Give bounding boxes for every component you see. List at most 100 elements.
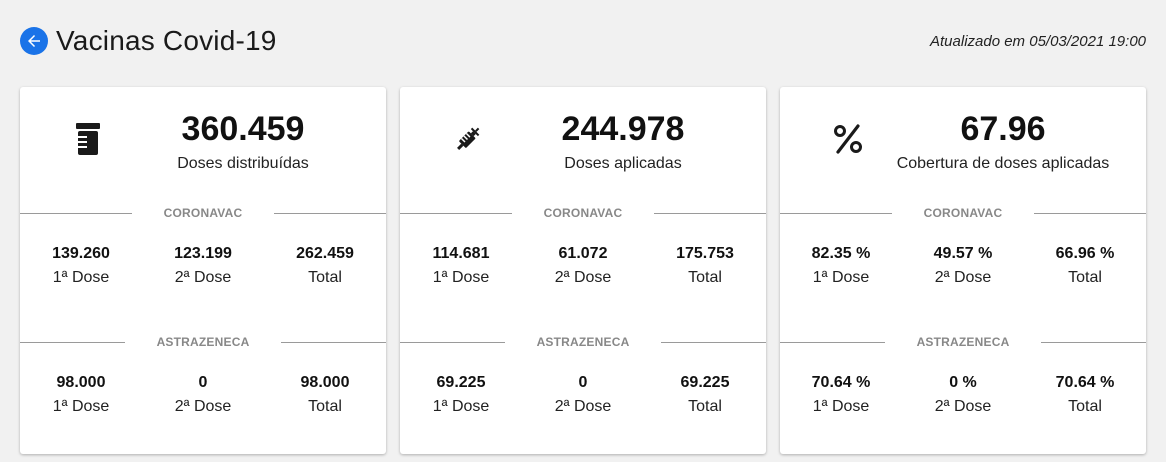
stats-row-astrazeneca: 98.000 1ª Dose 0 2ª Dose 98.000 Total [20,373,386,417]
section-title-coronavac: CORONAVAC [780,205,1146,221]
stat-total: 66.96 % Total [1024,244,1146,288]
stat-first-dose: 69.225 1ª Dose [400,373,522,417]
divider [400,212,512,214]
stat-value: 69.225 [680,374,730,391]
stat-first-dose: 82.35 % 1ª Dose [780,244,902,288]
stat-label: Total [308,269,342,286]
vial-icon [70,121,106,157]
stat-value: 69.225 [436,374,486,391]
stat-label: 1ª Dose [52,269,110,286]
stat-value: 114.681 [432,245,490,262]
stat-value: 0 [578,374,588,391]
divider [281,341,386,343]
card-value: 244.978 [561,110,685,148]
stat-second-dose: 61.072 2ª Dose [522,244,644,288]
divider [20,341,125,343]
card-value: 360.459 [181,110,305,148]
divider [20,212,132,214]
card-header: 360.459 Doses distribuídas [116,109,370,173]
divider [780,212,892,214]
divider [1034,212,1146,214]
stat-label: Total [688,269,722,286]
card-label: Doses distribuídas [177,155,309,172]
section-title-astrazeneca: ASTRAZENECA [20,334,386,350]
stat-label: Total [1068,269,1102,286]
divider [780,341,885,343]
stats-row-coronavac: 82.35 % 1ª Dose 49.57 % 2ª Dose 66.96 % … [780,244,1146,288]
stat-label: 1ª Dose [432,398,490,415]
title-group: Vacinas Covid-19 [20,25,277,57]
stat-value: 70.64 % [811,374,871,391]
stats-row-astrazeneca: 69.225 1ª Dose 0 2ª Dose 69.225 Total [400,373,766,417]
stat-second-dose: 0 2ª Dose [522,373,644,417]
stat-value: 139.260 [52,245,110,262]
card-value: 67.96 [960,110,1046,148]
section-title-coronavac: CORONAVAC [400,205,766,221]
stat-value: 49.57 % [933,245,993,262]
stat-label: Total [1068,398,1102,415]
section-title-astrazeneca: ASTRAZENECA [400,334,766,350]
stat-total: 69.225 Total [644,373,766,417]
card-label: Cobertura de doses aplicadas [896,155,1110,172]
stat-value: 98.000 [56,374,106,391]
divider [400,341,505,343]
updated-timestamp: Atualizado em 05/03/2021 19:00 [930,32,1146,50]
card-header: 244.978 Doses aplicadas [496,109,750,173]
stat-label: 1ª Dose [432,269,490,286]
stat-first-dose: 114.681 1ª Dose [400,244,522,288]
stat-value: 66.96 % [1055,245,1115,262]
stat-total: 262.459 Total [264,244,386,288]
stat-first-dose: 139.260 1ª Dose [20,244,142,288]
stat-label: Total [688,398,722,415]
card-doses-aplicadas: 244.978 Doses aplicadas CORONAVAC 114.68… [400,87,766,454]
stats-row-coronavac: 114.681 1ª Dose 61.072 2ª Dose 175.753 T… [400,244,766,288]
stats-row-coronavac: 139.260 1ª Dose 123.199 2ª Dose 262.459 … [20,244,386,288]
stat-value: 82.35 % [811,245,871,262]
stat-value: 0 % [949,374,977,391]
percent-icon [830,121,866,157]
stat-label: 1ª Dose [52,398,110,415]
stat-label: 1ª Dose [812,269,870,286]
stat-label: 2ª Dose [554,398,612,415]
stat-label: 2ª Dose [934,398,992,415]
stat-value: 61.072 [558,245,608,262]
page-header: Vacinas Covid-19 Atualizado em 05/03/202… [20,24,1146,58]
stat-total: 70.64 % Total [1024,373,1146,417]
stat-value: 175.753 [676,245,734,262]
stat-label: Total [308,398,342,415]
divider [654,212,766,214]
stat-label: 2ª Dose [554,269,612,286]
section-title-text: ASTRAZENECA [536,335,630,349]
stat-value: 262.459 [296,245,354,262]
stat-label: 2ª Dose [174,269,232,286]
back-button[interactable] [20,27,48,55]
section-title-astrazeneca: ASTRAZENECA [780,334,1146,350]
section-title-text: CORONAVAC [163,206,243,220]
card-cobertura: 67.96 Cobertura de doses aplicadas CORON… [780,87,1146,454]
divider [274,212,386,214]
stat-second-dose: 123.199 2ª Dose [142,244,264,288]
stat-second-dose: 0 2ª Dose [142,373,264,417]
stat-second-dose: 0 % 2ª Dose [902,373,1024,417]
card-header: 67.96 Cobertura de doses aplicadas [876,109,1130,173]
section-title-coronavac: CORONAVAC [20,205,386,221]
section-title-text: ASTRAZENECA [916,335,1010,349]
stat-total: 98.000 Total [264,373,386,417]
stat-value: 70.64 % [1055,374,1115,391]
syringe-icon [450,121,486,157]
stat-label: 2ª Dose [174,398,232,415]
card-doses-distribuidas: 360.459 Doses distribuídas CORONAVAC 139… [20,87,386,454]
section-title-text: CORONAVAC [543,206,623,220]
card-label: Doses aplicadas [564,155,682,172]
section-title-text: ASTRAZENECA [156,335,250,349]
stat-first-dose: 70.64 % 1ª Dose [780,373,902,417]
stat-first-dose: 98.000 1ª Dose [20,373,142,417]
divider [1041,341,1146,343]
section-title-text: CORONAVAC [923,206,1003,220]
divider [661,341,766,343]
stat-total: 175.753 Total [644,244,766,288]
cards-container: 360.459 Doses distribuídas CORONAVAC 139… [20,87,1146,454]
stats-row-astrazeneca: 70.64 % 1ª Dose 0 % 2ª Dose 70.64 % Tota… [780,373,1146,417]
stat-second-dose: 49.57 % 2ª Dose [902,244,1024,288]
stat-value: 123.199 [174,245,232,262]
